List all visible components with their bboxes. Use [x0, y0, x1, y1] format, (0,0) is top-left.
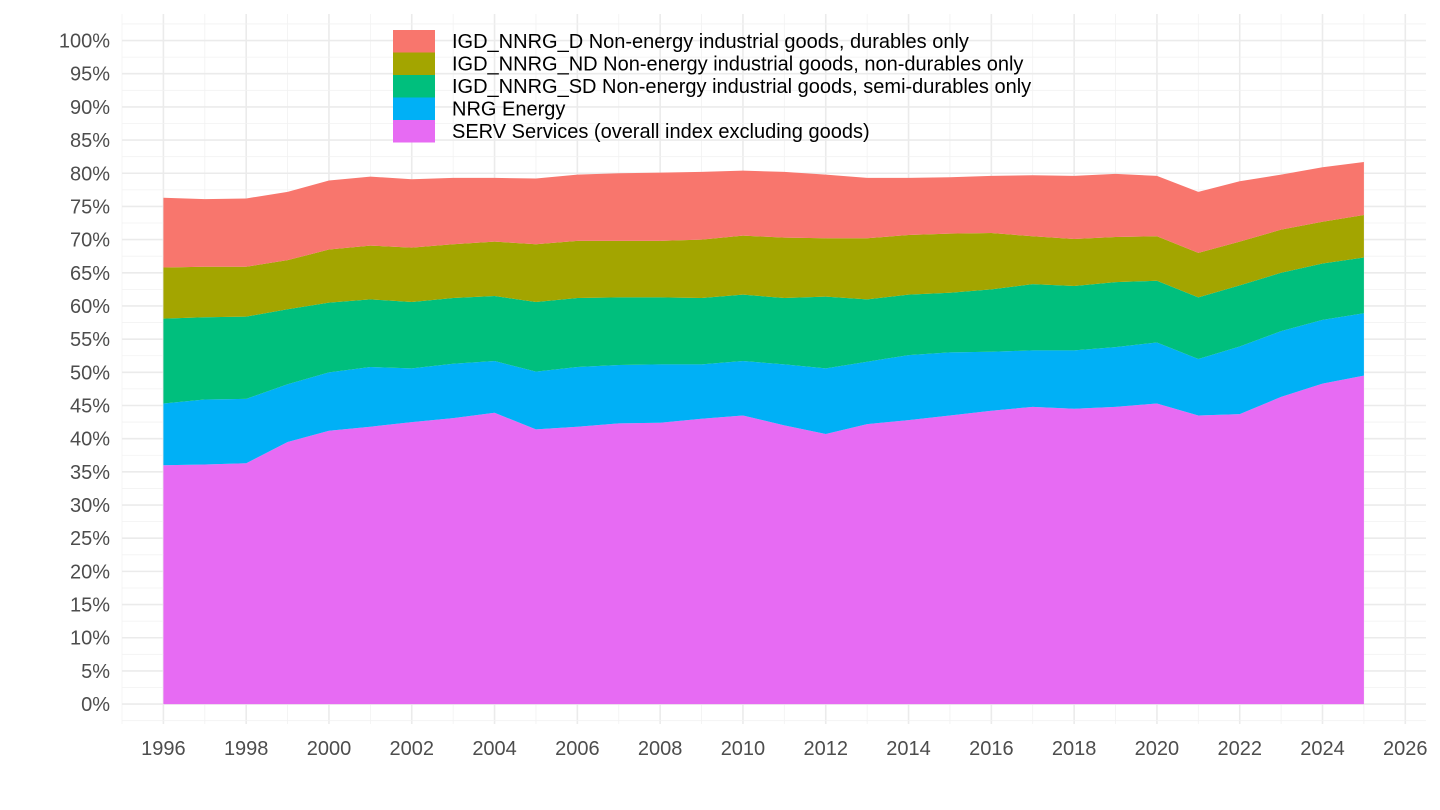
legend-label: NRG Energy [452, 99, 565, 121]
y-tick-label: 30% [70, 495, 110, 517]
x-tick-label: 2010 [721, 738, 766, 760]
x-tick-label: 1996 [141, 738, 186, 760]
legend-label: IGD_NNRG_D Non-energy industrial goods, … [452, 31, 969, 53]
x-tick-label: 2018 [1052, 738, 1097, 760]
y-tick-label: 25% [70, 528, 110, 550]
y-tick-label: 85% [70, 130, 110, 152]
y-tick-label: 65% [70, 263, 110, 285]
y-tick-label: 20% [70, 561, 110, 583]
area-series-1 [163, 313, 1364, 466]
legend-key [393, 75, 435, 98]
x-tick-label: 1998 [224, 738, 269, 760]
x-tick-label: 2000 [307, 738, 352, 760]
y-tick-label: 0% [81, 694, 110, 716]
legend: IGD_NNRG_D Non-energy industrial goods, … [393, 30, 1031, 143]
area-series-4 [163, 161, 1364, 268]
x-tick-label: 2016 [969, 738, 1014, 760]
legend-key [393, 52, 435, 75]
y-tick-label: 40% [70, 429, 110, 451]
y-tick-label: 100% [59, 31, 110, 53]
y-tick-label: 10% [70, 628, 110, 650]
area-series-2 [163, 257, 1364, 404]
legend-key [393, 30, 435, 53]
area-series-0 [163, 375, 1364, 705]
y-tick-label: 60% [70, 296, 110, 318]
legend-label: IGD_NNRG_SD Non-energy industrial goods,… [452, 76, 1031, 98]
y-tick-label: 95% [70, 64, 110, 86]
y-tick-label: 70% [70, 230, 110, 252]
x-tick-label: 2002 [390, 738, 435, 760]
y-tick-label: 50% [70, 362, 110, 384]
legend-key [393, 97, 435, 120]
x-tick-label: 2024 [1300, 738, 1345, 760]
y-tick-label: 75% [70, 196, 110, 218]
x-tick-label: 2004 [472, 738, 517, 760]
legend-key [393, 120, 435, 143]
x-tick-label: 2022 [1217, 738, 1262, 760]
x-axis-tick-labels: 1996 1998 2000 2002 2004 2006 2008 2010 2012 2014… [141, 738, 1427, 760]
area-series-3 [163, 215, 1364, 319]
y-tick-label: 55% [70, 329, 110, 351]
x-tick-label: 2006 [555, 738, 600, 760]
y-axis-tick-labels: 0% 5% 10% 15% 20% 25% 30% 35% 40% 45% 50% 55% 60% 65%… [59, 31, 110, 717]
y-tick-label: 90% [70, 97, 110, 119]
x-tick-label: 2008 [638, 738, 683, 760]
y-tick-label: 80% [70, 163, 110, 185]
legend-label: IGD_NNRG_ND Non-energy industrial goods,… [452, 54, 1023, 76]
y-tick-label: 35% [70, 462, 110, 484]
y-tick-label: 5% [81, 661, 110, 683]
x-tick-label: 2014 [886, 738, 931, 760]
plot-areas [163, 161, 1364, 705]
y-tick-label: 15% [70, 595, 110, 617]
x-tick-label: 2020 [1135, 738, 1180, 760]
x-tick-label: 2026 [1383, 738, 1428, 760]
x-tick-label: 2012 [803, 738, 848, 760]
legend-label: SERV Services (overall index excluding g… [452, 121, 870, 143]
y-tick-label: 45% [70, 395, 110, 417]
